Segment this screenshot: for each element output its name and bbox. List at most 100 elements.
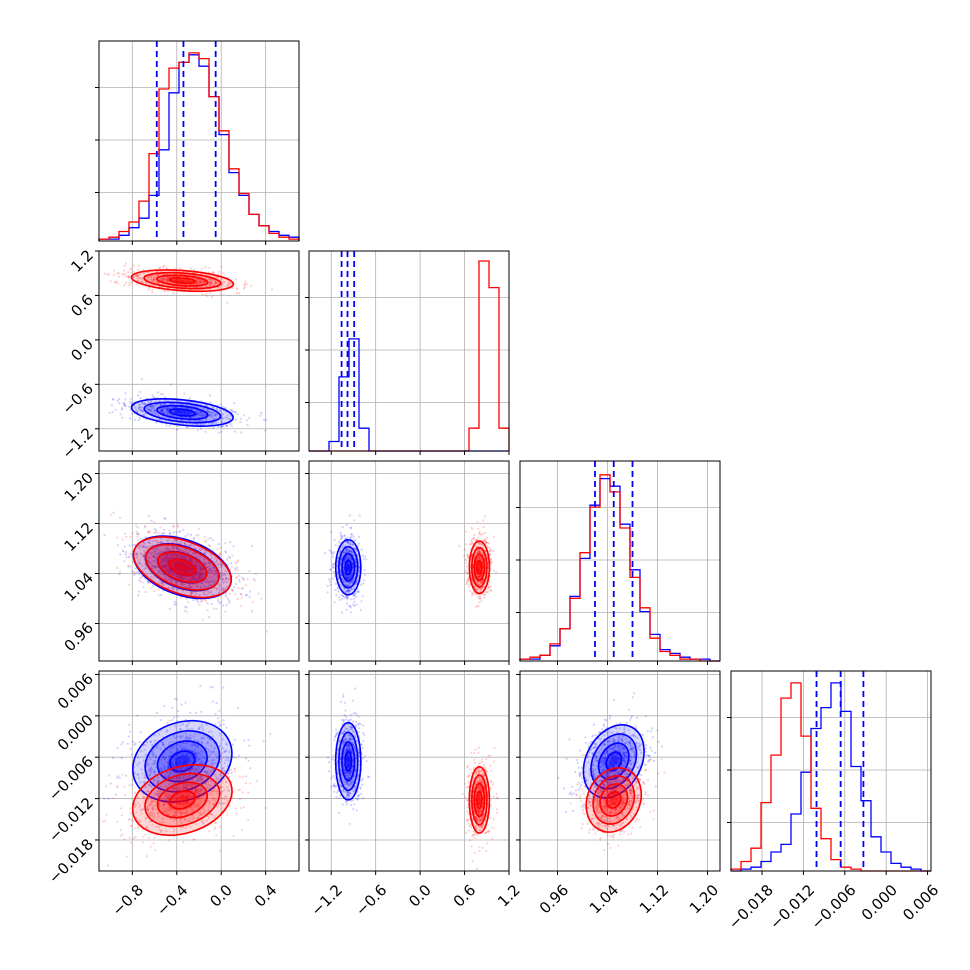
scatter-point xyxy=(360,548,363,551)
scatter-point xyxy=(157,594,160,597)
scatter-point xyxy=(190,567,193,571)
scatter-point xyxy=(348,564,351,567)
scatter-point xyxy=(230,565,233,568)
scatter-point xyxy=(225,577,228,580)
scatter-point xyxy=(478,550,481,553)
scatter-point xyxy=(234,768,237,771)
scatter-point xyxy=(243,282,246,285)
scatter-point xyxy=(126,271,130,274)
scatter-point xyxy=(151,743,154,747)
scatter-point xyxy=(345,548,348,551)
scatter-point xyxy=(470,592,473,595)
scatter-point xyxy=(153,275,156,278)
scatter-point xyxy=(183,557,186,560)
scatter-point xyxy=(184,569,187,572)
scatter-point xyxy=(155,547,158,550)
scatter-point xyxy=(484,593,487,597)
scatter-point xyxy=(344,556,347,559)
scatter-point xyxy=(358,566,361,569)
scatter-point xyxy=(356,580,359,583)
scatter-point xyxy=(164,756,168,759)
scatter-point xyxy=(154,276,157,279)
scatter-point xyxy=(161,581,164,584)
scatter-point xyxy=(150,519,153,522)
scatter-point xyxy=(171,573,175,577)
scatter-point xyxy=(195,281,198,284)
scatter-point xyxy=(349,536,352,539)
scatter-point xyxy=(466,572,469,575)
scatter-point xyxy=(196,739,199,743)
scatter-point xyxy=(193,577,196,580)
scatter-point xyxy=(239,593,242,596)
scatter-point xyxy=(191,767,194,770)
scatter-point xyxy=(152,396,155,399)
scatter-point xyxy=(465,583,468,586)
scatter-point xyxy=(205,413,208,417)
scatter-point xyxy=(232,410,235,413)
scatter-point xyxy=(149,767,152,770)
panel-content xyxy=(309,461,509,661)
scatter-point xyxy=(179,596,182,599)
scatter-point xyxy=(167,806,170,809)
scatter-point xyxy=(224,570,227,573)
scatter-point xyxy=(200,710,203,713)
scatter-point xyxy=(186,801,189,804)
scatter-point xyxy=(234,576,238,580)
scatter-point xyxy=(176,588,179,591)
scatter-point xyxy=(165,554,168,557)
scatter-point xyxy=(466,555,469,559)
scatter-point xyxy=(163,566,166,569)
scatter-point xyxy=(341,578,344,581)
scatter-point xyxy=(169,557,172,560)
scatter-point xyxy=(188,586,192,590)
scatter-point xyxy=(135,530,138,533)
scatter-point xyxy=(164,402,167,405)
scatter-point xyxy=(174,540,177,543)
scatter-point xyxy=(170,746,173,750)
scatter-point xyxy=(205,562,208,565)
scatter-point xyxy=(221,574,224,577)
scatter-point xyxy=(207,566,210,569)
scatter-point xyxy=(148,769,151,772)
scatter-point xyxy=(212,593,215,596)
scatter-point xyxy=(219,565,222,568)
scatter-point xyxy=(204,430,207,433)
scatter-point xyxy=(152,278,155,282)
scatter-point xyxy=(143,780,146,783)
scatter-point xyxy=(488,550,491,553)
scatter-point xyxy=(183,541,186,544)
scatter-point xyxy=(128,400,132,403)
scatter-point xyxy=(205,284,208,287)
scatter-point xyxy=(226,417,229,420)
scatter-point xyxy=(204,600,207,603)
scatter-point xyxy=(346,567,349,570)
scatter-point xyxy=(173,279,176,282)
scatter-point xyxy=(200,566,203,569)
scatter-point xyxy=(489,585,492,588)
scatter-point xyxy=(210,413,213,416)
scatter-point xyxy=(217,583,220,586)
scatter-point xyxy=(208,616,211,619)
scatter-point xyxy=(218,585,221,588)
scatter-point xyxy=(175,581,178,584)
scatter-point xyxy=(152,815,155,818)
scatter-point xyxy=(226,414,229,417)
scatter-point xyxy=(190,593,193,596)
scatter-point xyxy=(187,760,190,763)
scatter-point xyxy=(195,791,198,794)
scatter-point xyxy=(224,577,228,580)
scatter-point xyxy=(193,803,196,806)
scatter-point xyxy=(121,408,124,411)
scatter-point xyxy=(157,531,160,534)
scatter-point xyxy=(214,790,217,793)
scatter-point xyxy=(162,407,165,410)
scatter-point xyxy=(194,766,197,770)
scatter-point xyxy=(189,820,192,823)
scatter-point xyxy=(353,519,356,522)
contour xyxy=(169,558,196,576)
scatter-point xyxy=(487,585,490,588)
scatter-point xyxy=(176,575,179,578)
scatter-point xyxy=(109,782,112,785)
scatter-point xyxy=(153,773,156,776)
scatter-point xyxy=(179,542,182,545)
